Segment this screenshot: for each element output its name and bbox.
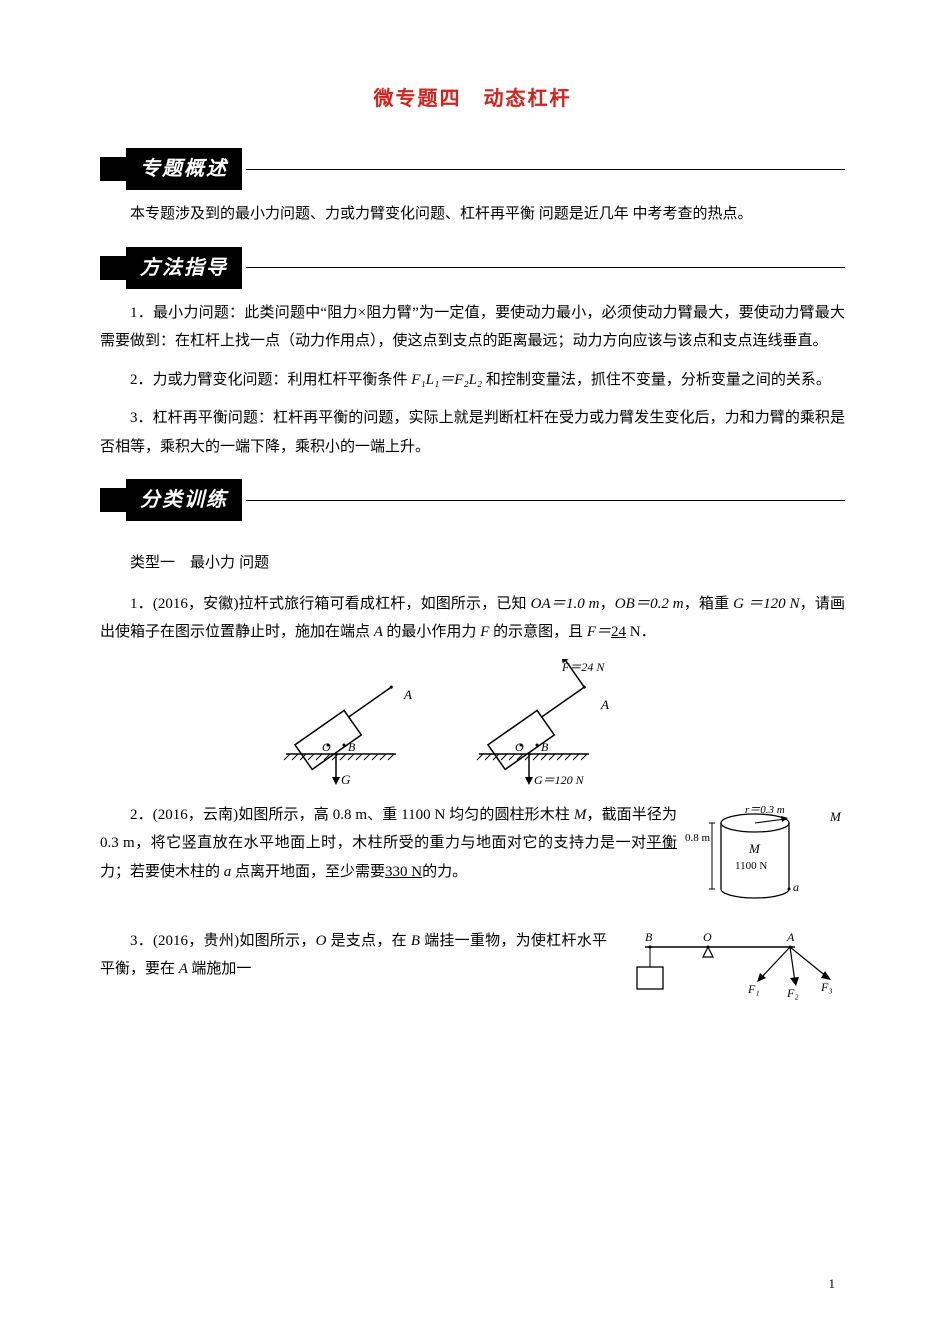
method-3: 3．杠杆再平衡问题：杠杆再平衡的问题，实际上就是判断杠杆在受力或力臂发生变化后，… bbox=[100, 404, 845, 461]
section-method-header: 方法指导 bbox=[100, 247, 845, 289]
q2-ans1: 平衡 bbox=[647, 835, 678, 851]
q1-ob: OB＝0.2 m bbox=[615, 596, 684, 612]
q2-figure: r＝0.3 m 0.8 m M 1100 N a M bbox=[685, 801, 845, 911]
q3-fig-B: B bbox=[645, 930, 653, 944]
section-method-label: 方法指导 bbox=[126, 247, 242, 289]
q2-mid2: 力；若要使木柱的 bbox=[100, 864, 224, 880]
header-bar-left bbox=[100, 488, 126, 512]
q1-mid: ，箱重 bbox=[684, 596, 734, 612]
header-bar-left bbox=[100, 256, 126, 280]
q2-mid3: 点离开地面，至少需要 bbox=[235, 864, 385, 880]
method-2-formula: F₁L₁＝F₂L₂ bbox=[411, 372, 482, 388]
overview-paragraph: 本专题涉及到的最小力问题、力或力臂变化问题、杠杆再平衡 问题是近几年 中考考查的… bbox=[100, 200, 845, 229]
q1-fig-O: O bbox=[322, 740, 331, 754]
question-2-wrap: r＝0.3 m 0.8 m M 1100 N a M 2．(2016，云南)如图… bbox=[100, 801, 845, 917]
q1-oa: OA＝1.0 m bbox=[531, 596, 600, 612]
q3-mid1: 是支点，在 bbox=[331, 933, 411, 949]
q1-figure-right: A O B F＝24 N G＝120 N bbox=[469, 659, 669, 789]
q3-O: O bbox=[316, 933, 331, 949]
question-3-wrap: B O A F₁ F₂ F₃ 3．(2016，贵州)如图所示，O 是支点，在 B… bbox=[100, 927, 845, 1007]
q2-fig-h: 0.8 m bbox=[685, 832, 711, 844]
q2-prefix: 2．(2016，云南)如图所示，高 0.8 m、重 1100 N 均匀的圆柱形木… bbox=[130, 807, 574, 823]
question-1: 1．(2016，安徽)拉杆式旅行箱可看成杠杆，如图所示，已知 OA＝1.0 m，… bbox=[100, 590, 845, 647]
q2-fig-a: a bbox=[793, 880, 799, 894]
method-3-label: 3．杠杆再平衡问题： bbox=[130, 410, 273, 426]
method-2-text-a: 利用杠杆平衡条件 bbox=[288, 372, 412, 388]
q1-feq: F＝ bbox=[587, 624, 611, 640]
section-practice-label: 分类训练 bbox=[126, 479, 242, 521]
q1-c1: ， bbox=[599, 596, 614, 612]
section-overview-label: 专题概述 bbox=[126, 148, 242, 190]
q1-g: G ＝120 N bbox=[733, 596, 799, 612]
q2-fig-M: M bbox=[748, 841, 761, 856]
q2-fig-M-outer: M bbox=[829, 809, 842, 824]
method-2: 2．力或力臂变化问题：利用杠杆平衡条件 F₁L₁＝F₂L₂ 和控制变量法，抓住不… bbox=[100, 366, 845, 395]
q1-fig-O2: O bbox=[515, 740, 524, 754]
q1-tail-c: 的示意图，且 bbox=[493, 624, 587, 640]
q3-fig-O: O bbox=[703, 930, 712, 944]
q1-unit: N bbox=[626, 624, 641, 640]
q1-figure-left: A O B G bbox=[276, 659, 446, 789]
q1-fig-G-left: G bbox=[341, 772, 351, 787]
q3-B: B bbox=[411, 933, 424, 949]
q1-pointA: A bbox=[374, 624, 387, 640]
q1-prefix: 1．(2016，安徽)拉杆式旅行箱可看成杠杆，如图所示，已知 bbox=[130, 596, 531, 612]
q2-unit: N bbox=[408, 864, 423, 880]
q1-figures: A O B G A O B F＝24 bbox=[100, 659, 845, 789]
q1-fig-force-label: F＝24 N bbox=[561, 660, 605, 674]
header-bar-left bbox=[100, 157, 126, 181]
q1-forceF: F bbox=[480, 624, 493, 640]
document-title: 微专题四 动态杠杆 bbox=[100, 80, 845, 118]
q1-tail-b: 的最小作用力 bbox=[386, 624, 480, 640]
q2-fig-w: 1100 N bbox=[735, 860, 767, 872]
category-1-title: 类型一 最小力 问题 bbox=[100, 549, 845, 578]
header-line bbox=[246, 267, 845, 268]
method-1-label: 1．最小力问题： bbox=[130, 305, 244, 321]
section-overview-header: 专题概述 bbox=[100, 148, 845, 190]
method-2-label: 2．力或力臂变化问题： bbox=[130, 372, 288, 388]
q1-fig-A: A bbox=[403, 687, 412, 702]
q1-fig-B: B bbox=[348, 740, 356, 754]
q1-fig-B2: B bbox=[541, 740, 549, 754]
method-2-text-b: 和控制变量法，抓住不变量，分析变量之间的关系。 bbox=[482, 372, 831, 388]
q3-fig-F2: F₂ bbox=[786, 986, 799, 1000]
q2-ans2: 330 bbox=[385, 864, 408, 880]
q1-fig-G-right: G＝120 N bbox=[534, 773, 585, 787]
q3-fig-A: A bbox=[786, 930, 795, 944]
q3-prefix: 3．(2016，贵州)如图所示， bbox=[130, 933, 316, 949]
method-1: 1．最小力问题：此类问题中“阻力×阻力臂”为一定值，要使动力最小，必须使动力臂最… bbox=[100, 299, 845, 356]
q2-a: a bbox=[224, 864, 235, 880]
q3-figure: B O A F₁ F₂ F₃ bbox=[615, 927, 845, 1007]
q3-fig-F1: F₁ bbox=[747, 982, 760, 996]
page-number: 1 bbox=[829, 1272, 836, 1297]
section-practice-header: 分类训练 bbox=[100, 479, 845, 521]
q2-M: M bbox=[574, 807, 587, 823]
q1-fig-A2: A bbox=[600, 697, 609, 712]
q3-fig-F3: F₃ bbox=[820, 980, 833, 994]
header-line bbox=[246, 169, 845, 170]
q3-tail: 端施加一 bbox=[191, 961, 251, 977]
header-line bbox=[246, 500, 845, 501]
q3-A: A bbox=[179, 961, 192, 977]
q1-answer: 24 bbox=[611, 624, 626, 640]
q2-fig-r: r＝0.3 m bbox=[745, 804, 785, 816]
q2-tail: 的力。 bbox=[422, 864, 467, 880]
